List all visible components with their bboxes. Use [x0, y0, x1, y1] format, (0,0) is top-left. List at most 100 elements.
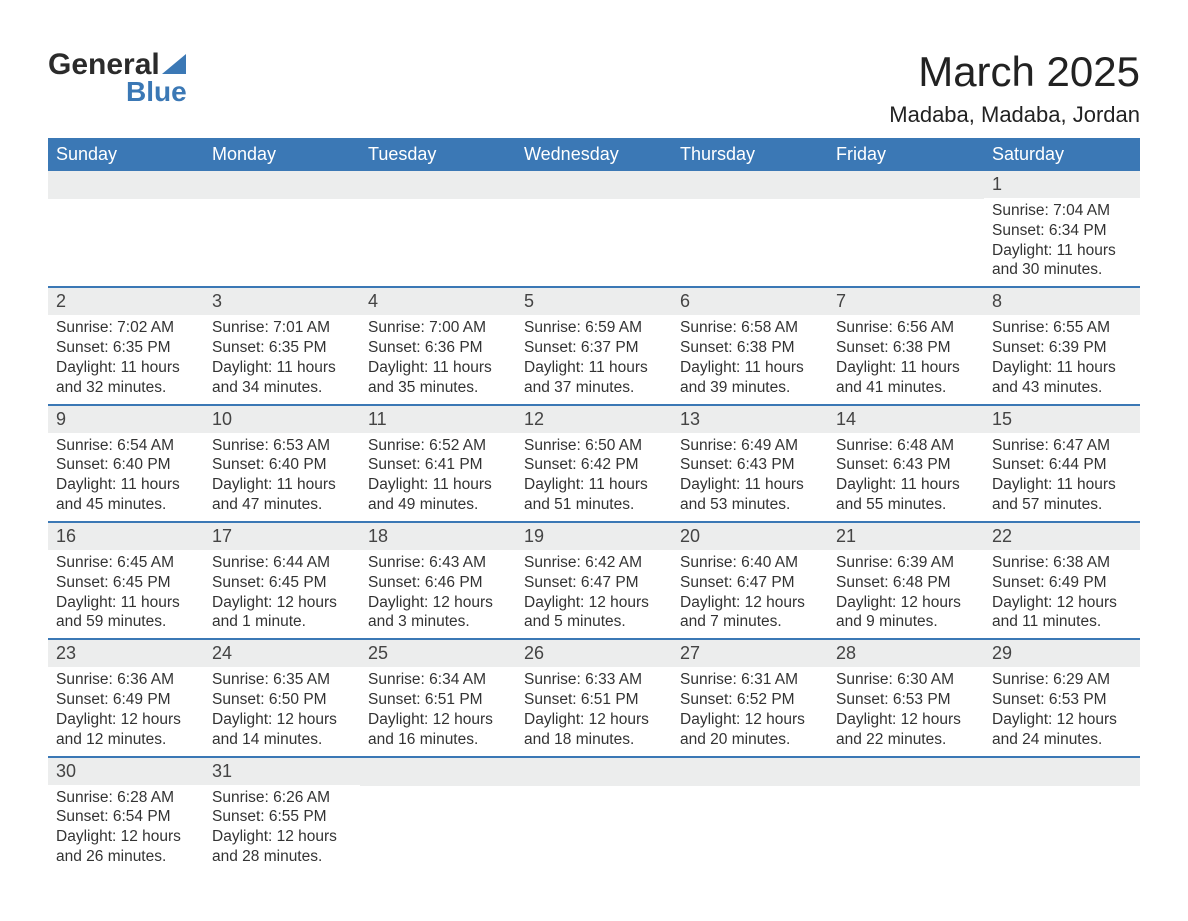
day-info — [204, 199, 360, 228]
calendar-cell — [360, 171, 516, 286]
day-info: Sunrise: 6:58 AMSunset: 6:38 PMDaylight:… — [672, 315, 828, 403]
daylight-line: Daylight: 12 hours and 9 minutes. — [836, 593, 976, 633]
day-info: Sunrise: 6:54 AMSunset: 6:40 PMDaylight:… — [48, 433, 204, 521]
sunset-line: Sunset: 6:48 PM — [836, 573, 976, 593]
sunrise-line: Sunrise: 6:49 AM — [680, 436, 820, 456]
day-info: Sunrise: 6:35 AMSunset: 6:50 PMDaylight:… — [204, 667, 360, 755]
sunrise-line: Sunrise: 6:56 AM — [836, 318, 976, 338]
day-info: Sunrise: 6:28 AMSunset: 6:54 PMDaylight:… — [48, 785, 204, 873]
sunrise-line: Sunrise: 6:58 AM — [680, 318, 820, 338]
day-info — [828, 199, 984, 228]
sunset-line: Sunset: 6:38 PM — [680, 338, 820, 358]
day-number: 19 — [516, 523, 672, 550]
sunset-line: Sunset: 6:35 PM — [212, 338, 352, 358]
calendar-cell — [828, 171, 984, 286]
calendar-cell: 1Sunrise: 7:04 AMSunset: 6:34 PMDaylight… — [984, 171, 1140, 286]
day-number: 27 — [672, 640, 828, 667]
brand-logo: General Blue — [48, 48, 187, 108]
sunrise-line: Sunrise: 6:31 AM — [680, 670, 820, 690]
day-number: 6 — [672, 288, 828, 315]
sunrise-line: Sunrise: 6:54 AM — [56, 436, 196, 456]
sunset-line: Sunset: 6:40 PM — [56, 455, 196, 475]
sunrise-line: Sunrise: 6:42 AM — [524, 553, 664, 573]
day-number: 26 — [516, 640, 672, 667]
day-number: 1 — [984, 171, 1140, 198]
sunset-line: Sunset: 6:36 PM — [368, 338, 508, 358]
calendar-cell: 25Sunrise: 6:34 AMSunset: 6:51 PMDayligh… — [360, 640, 516, 755]
day-info — [828, 786, 984, 815]
day-number — [672, 758, 828, 786]
day-info: Sunrise: 6:31 AMSunset: 6:52 PMDaylight:… — [672, 667, 828, 755]
week-row: 1Sunrise: 7:04 AMSunset: 6:34 PMDaylight… — [48, 171, 1140, 286]
calendar-cell: 28Sunrise: 6:30 AMSunset: 6:53 PMDayligh… — [828, 640, 984, 755]
day-number — [360, 171, 516, 199]
day-info: Sunrise: 6:38 AMSunset: 6:49 PMDaylight:… — [984, 550, 1140, 638]
sunset-line: Sunset: 6:40 PM — [212, 455, 352, 475]
sunrise-line: Sunrise: 7:02 AM — [56, 318, 196, 338]
day-number: 24 — [204, 640, 360, 667]
sunset-line: Sunset: 6:46 PM — [368, 573, 508, 593]
calendar-cell: 20Sunrise: 6:40 AMSunset: 6:47 PMDayligh… — [672, 523, 828, 638]
calendar-cell — [204, 171, 360, 286]
calendar-cell: 18Sunrise: 6:43 AMSunset: 6:46 PMDayligh… — [360, 523, 516, 638]
sunset-line: Sunset: 6:55 PM — [212, 807, 352, 827]
day-info: Sunrise: 6:48 AMSunset: 6:43 PMDaylight:… — [828, 433, 984, 521]
daylight-line: Daylight: 12 hours and 18 minutes. — [524, 710, 664, 750]
daylight-line: Daylight: 11 hours and 51 minutes. — [524, 475, 664, 515]
day-number: 5 — [516, 288, 672, 315]
day-number — [360, 758, 516, 786]
daylight-line: Daylight: 11 hours and 57 minutes. — [992, 475, 1132, 515]
sunrise-line: Sunrise: 6:34 AM — [368, 670, 508, 690]
calendar-cell: 23Sunrise: 6:36 AMSunset: 6:49 PMDayligh… — [48, 640, 204, 755]
sunrise-line: Sunrise: 6:52 AM — [368, 436, 508, 456]
day-info — [360, 786, 516, 815]
day-info: Sunrise: 6:40 AMSunset: 6:47 PMDaylight:… — [672, 550, 828, 638]
sunset-line: Sunset: 6:54 PM — [56, 807, 196, 827]
daylight-line: Daylight: 12 hours and 24 minutes. — [992, 710, 1132, 750]
day-info: Sunrise: 6:52 AMSunset: 6:41 PMDaylight:… — [360, 433, 516, 521]
sunset-line: Sunset: 6:51 PM — [524, 690, 664, 710]
daylight-line: Daylight: 11 hours and 53 minutes. — [680, 475, 820, 515]
header: General Blue March 2025 Madaba, Madaba, … — [48, 48, 1140, 128]
day-info: Sunrise: 7:02 AMSunset: 6:35 PMDaylight:… — [48, 315, 204, 403]
day-number: 15 — [984, 406, 1140, 433]
sunrise-line: Sunrise: 6:36 AM — [56, 670, 196, 690]
day-number: 3 — [204, 288, 360, 315]
sunset-line: Sunset: 6:47 PM — [680, 573, 820, 593]
sunrise-line: Sunrise: 6:45 AM — [56, 553, 196, 573]
day-number: 22 — [984, 523, 1140, 550]
daylight-line: Daylight: 12 hours and 22 minutes. — [836, 710, 976, 750]
sunset-line: Sunset: 6:43 PM — [836, 455, 976, 475]
daylight-line: Daylight: 12 hours and 11 minutes. — [992, 593, 1132, 633]
day-info — [672, 199, 828, 228]
sunset-line: Sunset: 6:50 PM — [212, 690, 352, 710]
calendar-cell: 10Sunrise: 6:53 AMSunset: 6:40 PMDayligh… — [204, 406, 360, 521]
sunset-line: Sunset: 6:43 PM — [680, 455, 820, 475]
day-number: 20 — [672, 523, 828, 550]
day-info: Sunrise: 6:34 AMSunset: 6:51 PMDaylight:… — [360, 667, 516, 755]
sunrise-line: Sunrise: 6:47 AM — [992, 436, 1132, 456]
daylight-line: Daylight: 11 hours and 34 minutes. — [212, 358, 352, 398]
sunrise-line: Sunrise: 6:40 AM — [680, 553, 820, 573]
daylight-line: Daylight: 12 hours and 14 minutes. — [212, 710, 352, 750]
calendar-cell: 5Sunrise: 6:59 AMSunset: 6:37 PMDaylight… — [516, 288, 672, 403]
calendar-cell: 29Sunrise: 6:29 AMSunset: 6:53 PMDayligh… — [984, 640, 1140, 755]
day-info: Sunrise: 6:33 AMSunset: 6:51 PMDaylight:… — [516, 667, 672, 755]
calendar-cell — [516, 758, 672, 873]
calendar-cell: 3 Sunrise: 7:01 AMSunset: 6:35 PMDaylight… — [204, 288, 360, 403]
sunset-line: Sunset: 6:35 PM — [56, 338, 196, 358]
weekday-col-6: Saturday — [984, 138, 1140, 171]
sunrise-line: Sunrise: 7:01 AM — [212, 318, 352, 338]
sunset-line: Sunset: 6:47 PM — [524, 573, 664, 593]
day-info — [672, 786, 828, 815]
daylight-line: Daylight: 11 hours and 39 minutes. — [680, 358, 820, 398]
daylight-line: Daylight: 12 hours and 20 minutes. — [680, 710, 820, 750]
daylight-line: Daylight: 12 hours and 16 minutes. — [368, 710, 508, 750]
day-info — [984, 786, 1140, 815]
sunrise-line: Sunrise: 6:50 AM — [524, 436, 664, 456]
logo-triangle-icon — [162, 54, 186, 74]
day-info: Sunrise: 6:44 AMSunset: 6:45 PMDaylight:… — [204, 550, 360, 638]
week-row: 2Sunrise: 7:02 AMSunset: 6:35 PMDaylight… — [48, 286, 1140, 403]
daylight-line: Daylight: 11 hours and 41 minutes. — [836, 358, 976, 398]
calendar-cell — [672, 758, 828, 873]
